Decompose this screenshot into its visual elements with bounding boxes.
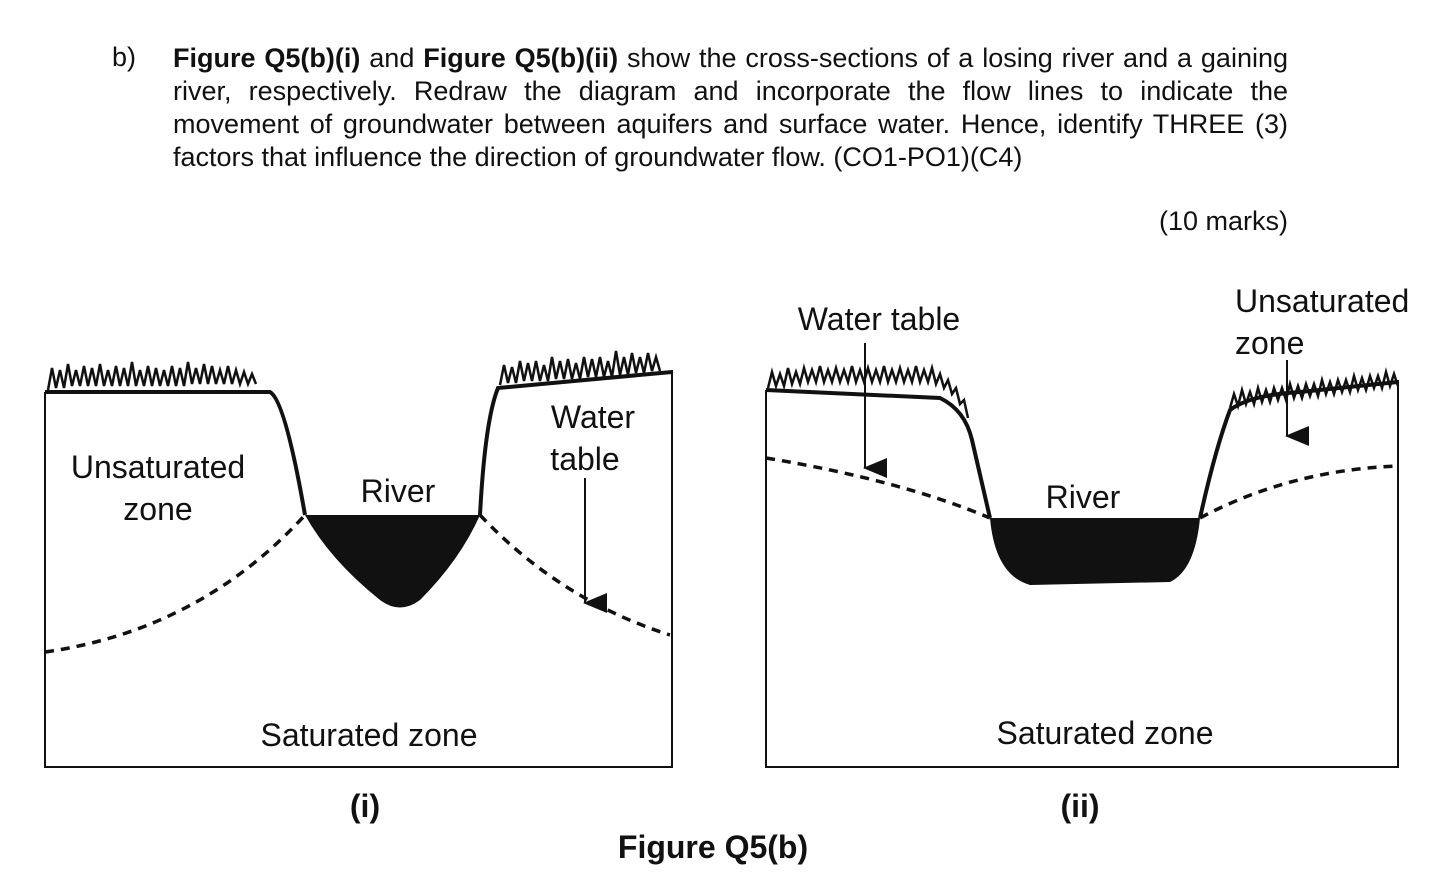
label: Unsaturated [1235, 283, 1409, 319]
text-bold: Figure Q5(b)(i) [173, 43, 361, 73]
figure-label: (i) [350, 788, 380, 824]
figure-ii: Water table Unsaturated zone River Satur… [765, 283, 1409, 824]
figure-label: (ii) [1060, 788, 1099, 824]
text-bold: Figure Q5(b)(ii) [423, 43, 619, 73]
water-table-line [765, 456, 1399, 520]
box [44, 370, 673, 768]
river-water [305, 515, 480, 608]
label: zone [1235, 325, 1304, 361]
label: Unsaturated [71, 449, 245, 485]
grass [46, 350, 662, 391]
label: River [361, 473, 436, 509]
label: zone [123, 491, 192, 527]
ground [765, 380, 1399, 519]
river-water [990, 518, 1200, 585]
label: table [550, 441, 619, 477]
water-table-line [44, 513, 671, 654]
question-label: b) [112, 42, 137, 72]
text: and [360, 43, 424, 73]
grass [766, 363, 1400, 419]
ground [45, 370, 673, 516]
question-text: Figure Q5(b)(i) and Figure Q5(b)(ii) sho… [173, 42, 1288, 174]
caption: Figure Q5(b) [618, 829, 808, 865]
marks: (10 marks) [1158, 206, 1288, 236]
label: Saturated zone [260, 717, 477, 753]
label: Saturated zone [996, 715, 1213, 751]
label: River [1046, 479, 1121, 515]
label: Water [551, 399, 636, 435]
label: Water table [798, 301, 960, 337]
box [765, 380, 1399, 768]
text: show the cross-sections of a losing rive… [173, 43, 1288, 172]
figure-i: Unsaturated zone River Water table Satur… [44, 350, 673, 824]
